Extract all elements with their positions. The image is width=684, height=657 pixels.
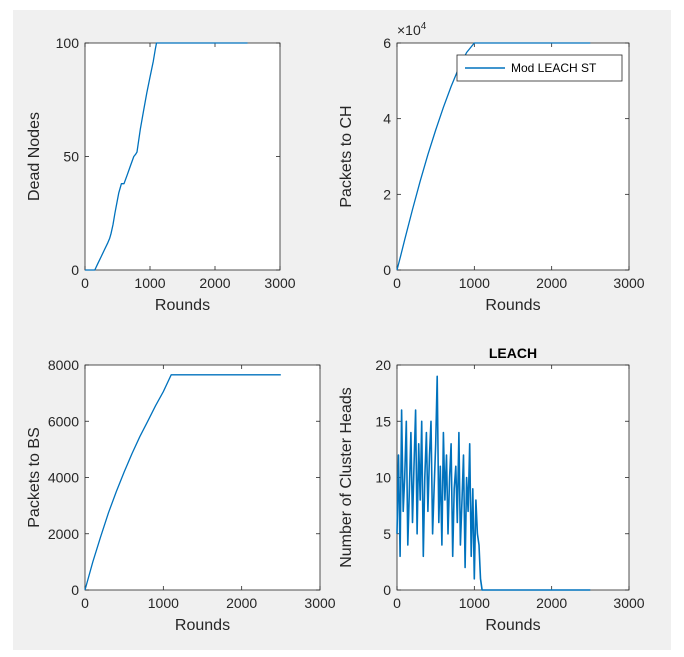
y-axis-label: Number of Cluster Heads — [338, 387, 355, 568]
x-axis-label: Rounds — [485, 297, 540, 314]
legend: Mod LEACH ST — [456, 54, 623, 82]
legend-entry: Mod LEACH ST — [511, 61, 597, 75]
x-tick-label: 0 — [393, 595, 401, 611]
series-line — [396, 42, 591, 271]
x-tick-label: 1000 — [148, 595, 179, 611]
y-axis-label: Packets to BS — [26, 427, 43, 528]
x-axis-label: Rounds — [485, 617, 540, 634]
exponent-power: 4 — [421, 21, 427, 32]
y-tick-label: 0 — [71, 262, 79, 278]
y-tick-label: 4000 — [48, 470, 79, 486]
series-line — [84, 374, 281, 591]
y-exponent-label: ×104 — [397, 21, 427, 38]
y-axis-label: Packets to CH — [338, 105, 355, 207]
x-tick-label: 2000 — [199, 275, 230, 291]
subplot-1: 0 1000 2000 3000 0 50 100 Rounds Dead Nodes — [26, 35, 296, 314]
y-tick-label: 15 — [375, 413, 391, 429]
chart-title: LEACH — [489, 345, 537, 361]
subplot-3: 0 1000 2000 3000 0 2000 4000 6000 8000 Rounds Pack… — [26, 357, 336, 634]
y-tick-label: 10 — [375, 470, 391, 486]
x-axis-label: Rounds — [175, 617, 230, 634]
x-tick-label: 3000 — [613, 595, 644, 611]
x-tick-label: 0 — [81, 275, 89, 291]
series-line — [85, 42, 248, 271]
x-tick-label: 1000 — [459, 275, 490, 291]
x-tick-label: 3000 — [613, 275, 644, 291]
y-tick-label: 50 — [63, 149, 79, 165]
y-axis-label: Dead Nodes — [26, 112, 43, 201]
x-tick-label: 1000 — [134, 275, 165, 291]
x-tick-label: 0 — [393, 275, 401, 291]
y-tick-label: 2000 — [48, 526, 79, 542]
x-tick-label: 1000 — [459, 595, 490, 611]
axes-box — [84, 364, 321, 591]
axes-box — [396, 364, 630, 591]
y-tick-label: 20 — [375, 357, 391, 373]
y-tick-label: 0 — [383, 262, 391, 278]
subplot-4: 0 1000 2000 3000 0 5 10 15 20 Rounds Number of Clu… — [338, 345, 645, 634]
y-tick-label: 2 — [383, 186, 391, 202]
x-tick-label: 2000 — [536, 275, 567, 291]
x-tick-label: 2000 — [226, 595, 257, 611]
x-tick-label: 3000 — [264, 275, 295, 291]
y-tick-label: 6 — [383, 35, 391, 51]
series-line — [396, 375, 591, 591]
x-axis-label: Rounds — [155, 297, 210, 314]
y-tick-label: 6000 — [48, 413, 79, 429]
x-tick-label: 0 — [81, 595, 89, 611]
y-tick-label: 8000 — [48, 357, 79, 373]
y-tick-label: 0 — [383, 582, 391, 598]
y-tick-label: 5 — [383, 526, 391, 542]
y-tick-label: 100 — [56, 35, 80, 51]
x-tick-label: 2000 — [536, 595, 567, 611]
figure: 0 1000 2000 3000 0 50 100 Rounds Dead Nodes 0 1000… — [13, 10, 671, 650]
y-tick-label: 0 — [71, 582, 79, 598]
x-tick-label: 3000 — [304, 595, 335, 611]
y-tick-label: 4 — [383, 111, 391, 127]
exponent-base: ×10 — [397, 22, 421, 38]
axes-box — [84, 42, 281, 271]
